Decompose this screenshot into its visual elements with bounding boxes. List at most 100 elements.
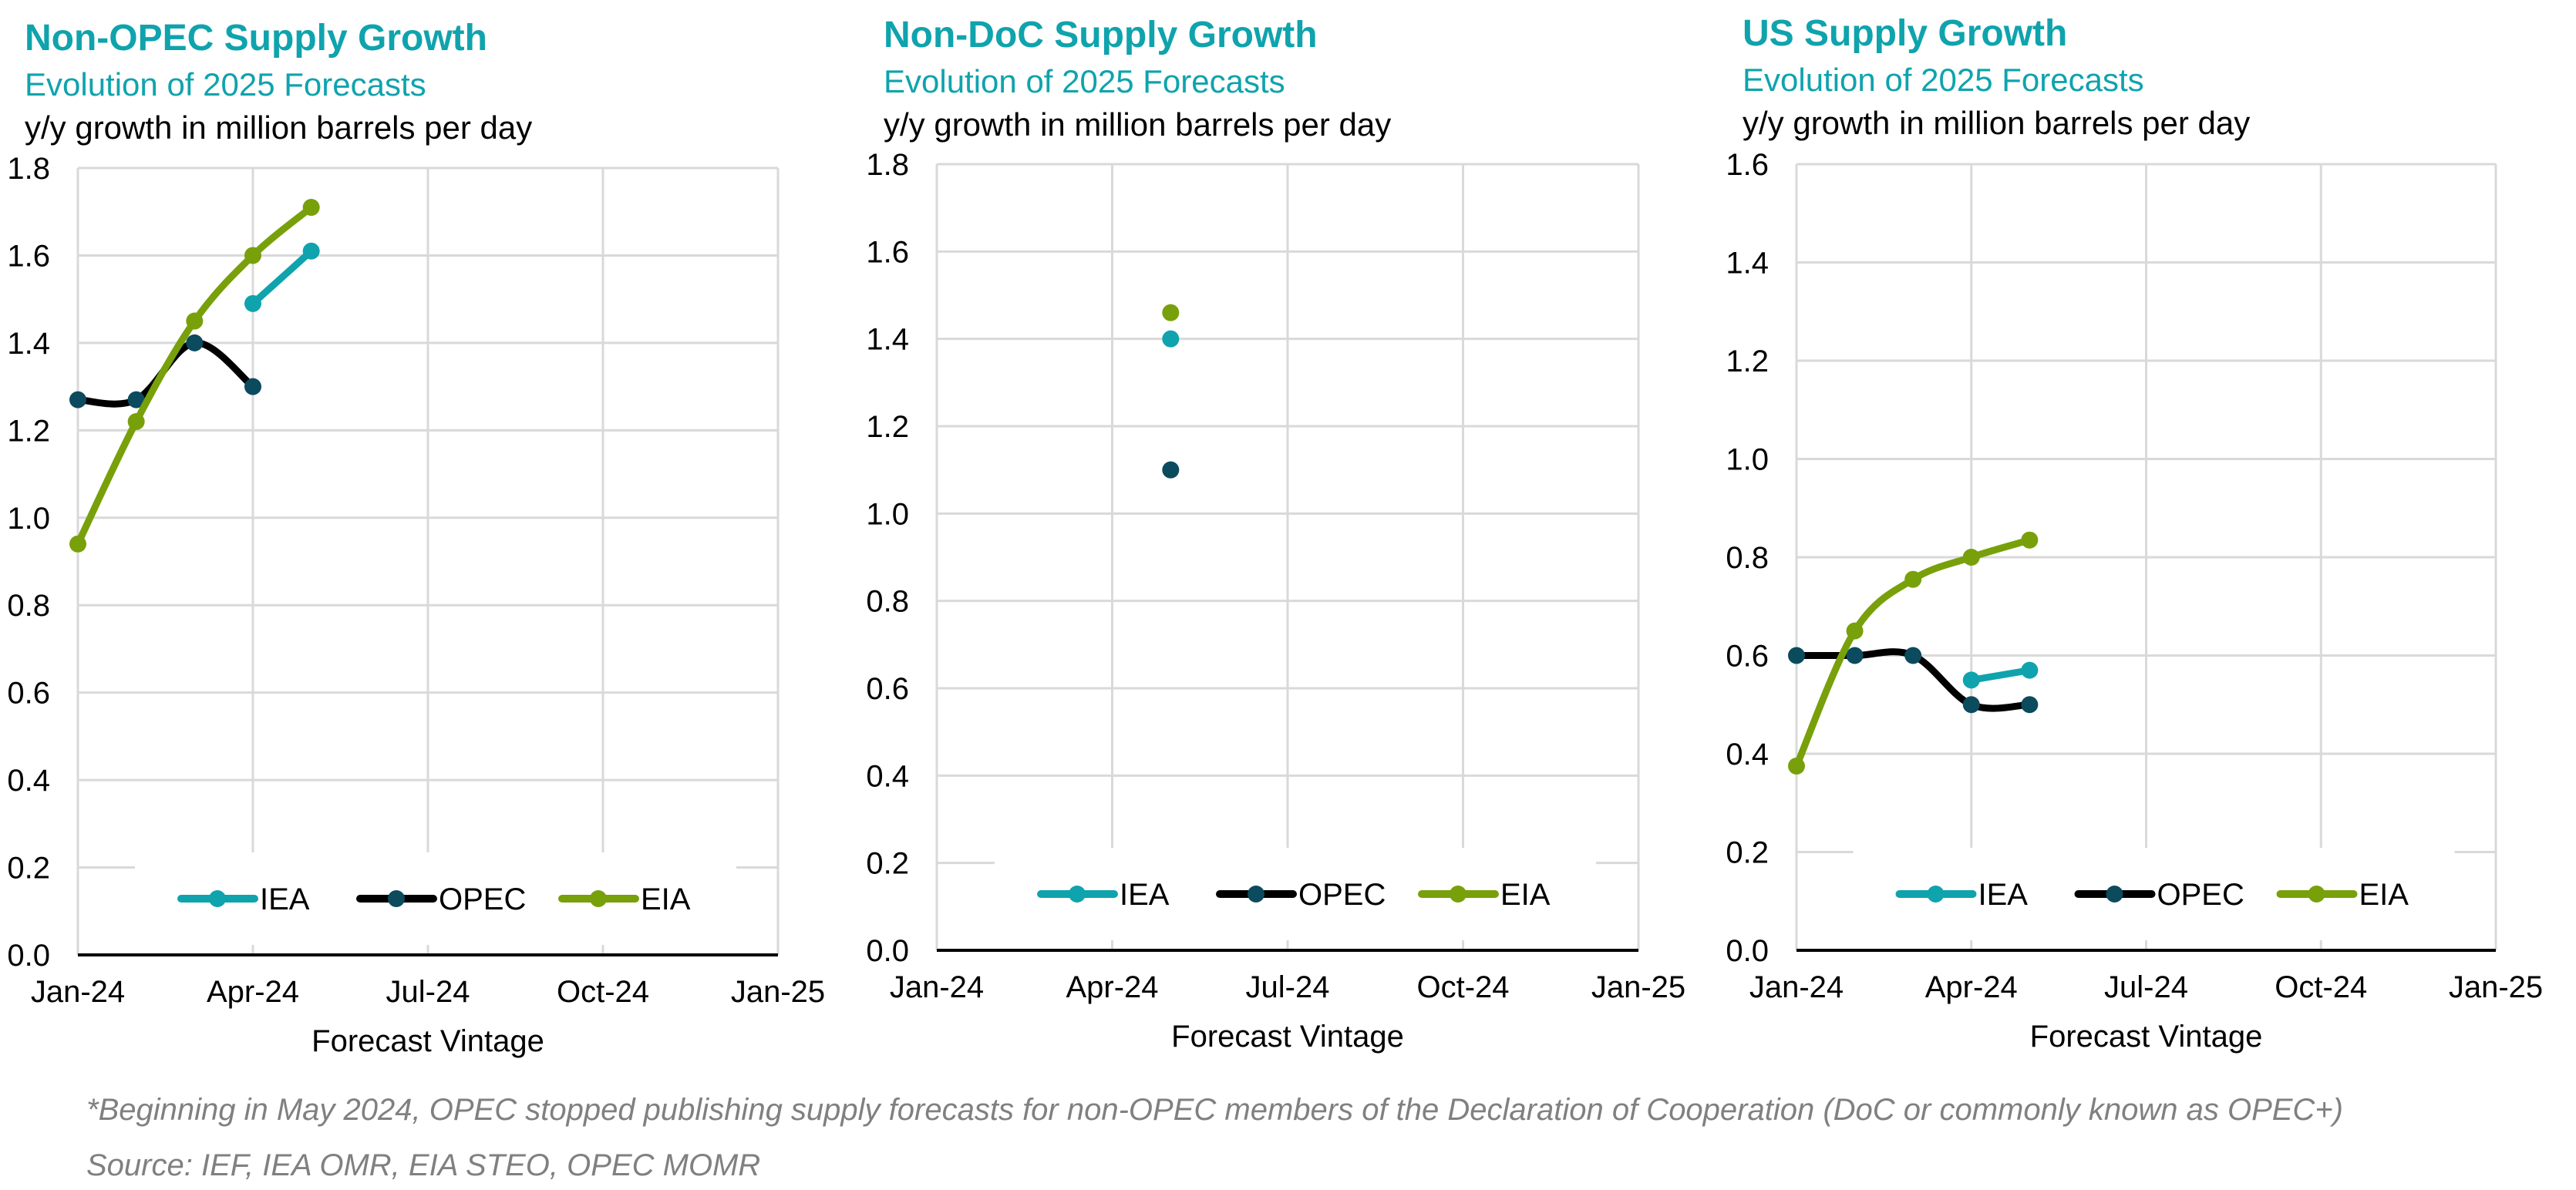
data-point-eia (1904, 570, 1922, 588)
data-point-eia (1162, 304, 1180, 321)
data-point-opec (1162, 461, 1180, 479)
chart-us-supply: 0.0 0.2 0.4 0.6 0.8 1.0 1.2 1.4 1.6 Jan-24 Apr-24 J… (1726, 148, 2543, 1054)
y-tick-label: 1.4 (7, 327, 50, 361)
y-tick-label: 0.0 (1726, 934, 1769, 968)
y-tick-label: 1.2 (1726, 345, 1769, 378)
data-point-opec (1904, 647, 1922, 664)
x-tick-label: Apr-24 (1925, 970, 2018, 1004)
legend-label-opec: OPEC (1298, 878, 1386, 912)
data-point-opec (244, 378, 261, 395)
y-tick-label: 1.2 (866, 410, 909, 444)
data-point-eia (1962, 549, 1980, 566)
x-tick-label: Apr-24 (1066, 970, 1158, 1004)
data-point-iea (244, 294, 261, 312)
legend-swatch-marker-opec (388, 890, 405, 907)
legend-label-opec: OPEC (439, 882, 526, 916)
data-point-iea (1162, 330, 1180, 348)
series-line-eia (1793, 536, 2033, 770)
chart-title: Non-OPEC Supply Growth (25, 18, 487, 59)
y-tick-label: 0.6 (866, 672, 909, 706)
y-tick-label: 0.4 (1726, 738, 1769, 771)
legend-label-iea: IEA (1978, 878, 2029, 912)
x-tick-label: Jan-24 (1749, 970, 1844, 1004)
data-point-opec (186, 334, 204, 351)
x-axis-title: Forecast Vintage (2030, 1020, 2263, 1054)
legend-label-iea: IEA (260, 882, 310, 916)
data-point-eia (244, 247, 261, 264)
chart-panel-us: US Supply Growth Evolution of 2025 Forec… (1718, 0, 2574, 1079)
y-tick-label: 1.4 (866, 323, 909, 357)
y-tick-label: 1.6 (866, 235, 909, 269)
data-point-eia (302, 199, 320, 217)
chart-non-doc-supply: 0.0 0.2 0.4 0.6 0.8 1.0 1.2 1.4 1.6 1.8 Jan-24 Apr-… (866, 148, 1685, 1054)
data-point-eia (186, 312, 204, 330)
y-tick-label: 1.0 (866, 497, 909, 531)
legend-label-eia: EIA (2359, 878, 2409, 912)
chart-title: US Supply Growth (1743, 13, 2068, 54)
legend-label-iea: IEA (1120, 878, 1170, 912)
x-tick-label: Apr-24 (207, 975, 299, 1009)
y-tick-label: 1.8 (7, 152, 50, 186)
y-tick-label: 1.8 (866, 148, 909, 182)
footnote: *Beginning in May 2024, OPEC stopped pub… (86, 1093, 2343, 1127)
data-point-opec (1846, 647, 1864, 664)
legend-label-eia: EIA (641, 882, 691, 916)
y-axis-unit-label: y/y growth in million barrels per day (1743, 105, 2251, 141)
y-tick-label: 1.6 (7, 239, 50, 273)
data-point-opec (69, 391, 86, 408)
series-line-iea (249, 247, 315, 308)
chart-subtitle: Evolution of 2025 Forecasts (25, 66, 426, 103)
legend-swatch-marker-iea (1927, 886, 1945, 903)
x-tick-label: Jan-24 (890, 970, 984, 1004)
x-axis-title: Forecast Vintage (1171, 1020, 1404, 1054)
legend-swatch-marker-eia (1450, 886, 1466, 903)
x-tick-label: Jan-24 (31, 975, 125, 1009)
legend-swatch-marker-iea (1069, 886, 1086, 903)
series-line-eia (74, 203, 315, 548)
x-tick-label: Jul-24 (386, 975, 470, 1009)
y-tick-label: 0.4 (7, 764, 50, 798)
y-tick-label: 0.0 (866, 934, 909, 968)
y-tick-label: 0.0 (7, 939, 50, 973)
data-point-eia (69, 535, 86, 553)
y-axis-unit-label: y/y growth in million barrels per day (884, 106, 1392, 143)
data-point-iea (1962, 671, 1980, 689)
chart-title: Non-DoC Supply Growth (884, 15, 1318, 55)
data-point-iea (302, 242, 320, 260)
chart-panel-non-opec: Non-OPEC Supply Growth Evolution of 2025… (0, 0, 856, 1079)
x-tick-label: Jul-24 (1246, 970, 1330, 1004)
chart-panel-non-doc: Non-DoC Supply Growth Evolution of 2025 … (859, 0, 1715, 1079)
y-tick-label: 0.2 (1726, 836, 1769, 870)
data-point-iea (2021, 661, 2039, 679)
x-tick-label: Jan-25 (2449, 970, 2543, 1004)
y-tick-label: 0.2 (866, 847, 909, 881)
data-point-opec (2021, 696, 2039, 714)
legend-swatch-marker-iea (209, 890, 226, 907)
x-tick-label: Jan-25 (731, 975, 825, 1009)
legend-swatch-marker-eia (590, 890, 607, 907)
source-note: Source: IEF, IEA OMR, EIA STEO, OPEC MOM… (86, 1148, 761, 1182)
y-tick-label: 1.0 (1726, 443, 1769, 477)
legend-label-eia: EIA (1500, 878, 1551, 912)
data-point-opec (127, 391, 145, 408)
x-tick-label: Jul-24 (2104, 970, 2188, 1004)
x-tick-label: Jan-25 (1591, 970, 1685, 1004)
x-axis-title: Forecast Vintage (311, 1024, 544, 1058)
y-tick-label: 0.6 (1726, 640, 1769, 674)
legend-label-opec: OPEC (2157, 878, 2244, 912)
legend-swatch-marker-eia (2308, 886, 2325, 903)
y-tick-label: 0.2 (7, 852, 50, 886)
y-tick-label: 0.8 (7, 589, 50, 623)
legend-swatch-marker-opec (1248, 886, 1264, 903)
legend-swatch-marker-opec (2106, 886, 2123, 903)
y-axis-unit-label: y/y growth in million barrels per day (25, 109, 533, 146)
data-point-opec (1962, 696, 1980, 714)
series-line-iea (1968, 667, 2033, 684)
y-tick-label: 0.8 (1726, 541, 1769, 575)
chart-non-opec-supply: 0.0 0.2 0.4 0.6 0.8 1.0 1.2 1.4 1.6 1.8 Jan-24 Apr-… (7, 152, 825, 1058)
y-tick-label: 1.2 (7, 414, 50, 448)
data-point-opec (1788, 647, 1805, 664)
y-tick-label: 0.8 (866, 585, 909, 619)
chart-subtitle: Evolution of 2025 Forecasts (884, 63, 1285, 99)
data-point-eia (2021, 531, 2039, 549)
